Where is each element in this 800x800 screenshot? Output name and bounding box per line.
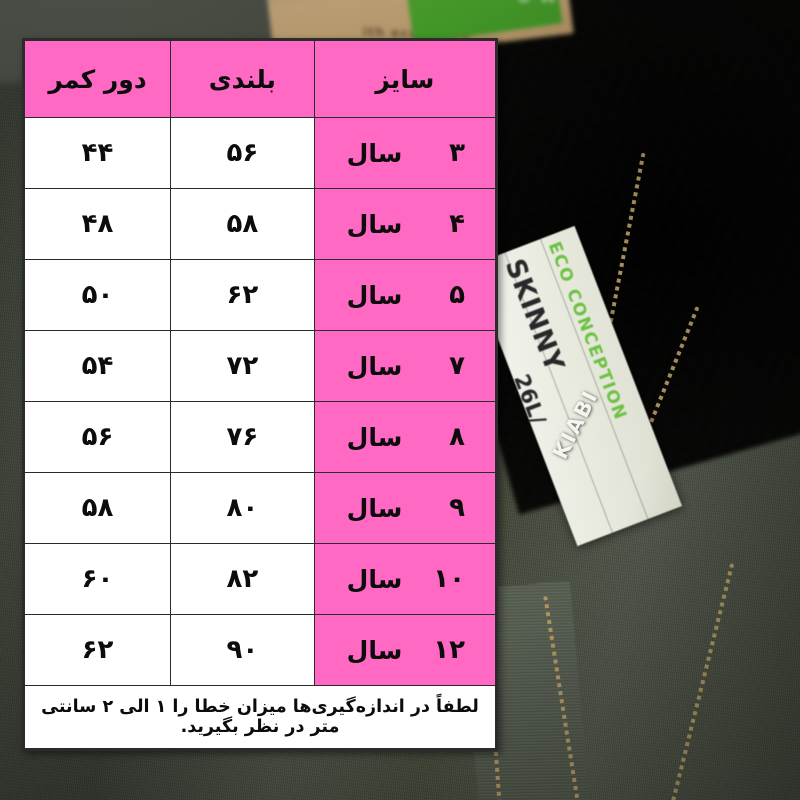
cell-waist: ۴۴: [23, 117, 172, 189]
footnote-row: لطفاً در اندازه‌گیری‌ها میزان خطا را ۱ ا…: [24, 685, 496, 749]
cell-length: ۸۲: [170, 543, 315, 615]
size-value-group: ۳ سال: [347, 138, 465, 168]
header-size: سایز: [313, 40, 497, 118]
header-length: بلندی: [170, 40, 315, 118]
cell-length: ۵۸: [170, 188, 315, 260]
table-body: ۳ سال ۵۶ ۴۴ ۴ سال ۵۸ ۴۸ ۵ سال ۶۲ ۵۰ ۷ سال ۷۲ ۵۴ ۸ سال ۷۶ ۵۶…: [23, 117, 497, 686]
header-row: سایز بلندی دور کمر: [23, 40, 497, 118]
table-row: ۴ سال ۵۸ ۴۸: [23, 188, 497, 260]
size-number: ۴: [449, 209, 465, 239]
size-value-group: ۱۲ سال: [347, 635, 465, 665]
size-unit-label: سال: [346, 422, 403, 452]
size-number: ۷: [449, 351, 465, 381]
table-row: ۱۰ سال ۸۲ ۶۰: [23, 543, 497, 615]
cell-length: ۶۲: [170, 259, 315, 331]
cell-waist: ۵۰: [23, 259, 172, 331]
cell-waist: ۶۲: [23, 614, 172, 686]
measurement-footnote: لطفاً در اندازه‌گیری‌ها میزان خطا را ۱ ا…: [24, 685, 496, 749]
size-unit-label: سال: [346, 209, 403, 239]
cell-size: ۱۰ سال: [313, 543, 497, 615]
size-number: ۳: [449, 138, 465, 168]
cell-size: ۴ سال: [313, 188, 497, 260]
table-row: ۳ سال ۵۶ ۴۴: [23, 117, 497, 189]
table-row: ۷ سال ۷۲ ۵۴: [23, 330, 497, 402]
cell-waist: ۵۴: [23, 330, 172, 402]
size-number: ۵: [449, 280, 465, 310]
table-row: ۹ سال ۸۰ ۵۸: [23, 472, 497, 544]
table-row: ۱۲ سال ۹۰ ۶۲: [23, 614, 497, 686]
cell-length: ۵۶: [170, 117, 315, 189]
cell-size: ۷ سال: [313, 330, 497, 402]
size-value-group: ۱۰ سال: [347, 564, 465, 594]
cell-size: ۸ سال: [313, 401, 497, 473]
size-unit-label: سال: [346, 138, 403, 168]
cell-length: ۸۰: [170, 472, 315, 544]
size-unit-label: سال: [346, 280, 403, 310]
size-unit-label: سال: [346, 493, 403, 523]
header-waist: دور کمر: [23, 40, 172, 118]
size-value-group: ۷ سال: [347, 351, 465, 381]
size-number: ۱۲: [433, 635, 465, 665]
size-chart-table-container: سایز بلندی دور کمر ۳ سال ۵۶ ۴۴ ۴ سال ۵۸ ۴۸ ۵ سال ۶…: [22, 38, 498, 751]
size-number: ۸: [449, 422, 465, 452]
cell-size: ۳ سال: [313, 117, 497, 189]
size-number: ۹: [449, 493, 465, 523]
cell-size: ۵ سال: [313, 259, 497, 331]
size-value-group: ۵ سال: [347, 280, 465, 310]
size-unit-label: سال: [346, 635, 403, 665]
size-value-group: ۸ سال: [347, 422, 465, 452]
cell-size: ۱۲ سال: [313, 614, 497, 686]
cell-length: ۷۲: [170, 330, 315, 402]
cell-waist: ۶۰: [23, 543, 172, 615]
size-value-group: ۹ سال: [347, 493, 465, 523]
table-row: ۸ سال ۷۶ ۵۶: [23, 401, 497, 473]
table-footer: لطفاً در اندازه‌گیری‌ها میزان خطا را ۱ ا…: [24, 685, 496, 749]
cell-length: ۷۶: [170, 401, 315, 473]
size-number: ۱۰: [433, 564, 465, 594]
cell-size: ۹ سال: [313, 472, 497, 544]
size-unit-label: سال: [346, 351, 403, 381]
size-unit-label: سال: [346, 564, 403, 594]
cell-waist: ۵۶: [23, 401, 172, 473]
cell-length: ۹۰: [170, 614, 315, 686]
size-chart-table: سایز بلندی دور کمر ۳ سال ۵۶ ۴۴ ۴ سال ۵۸ ۴۸ ۵ سال ۶…: [23, 40, 497, 749]
table-row: ۵ سال ۶۲ ۵۰: [23, 259, 497, 331]
green-tag-text: O W: [408, 0, 558, 34]
table-header: سایز بلندی دور کمر: [23, 40, 497, 118]
size-value-group: ۴ سال: [347, 209, 465, 239]
cell-waist: ۴۸: [23, 188, 172, 260]
cell-waist: ۵۸: [23, 472, 172, 544]
